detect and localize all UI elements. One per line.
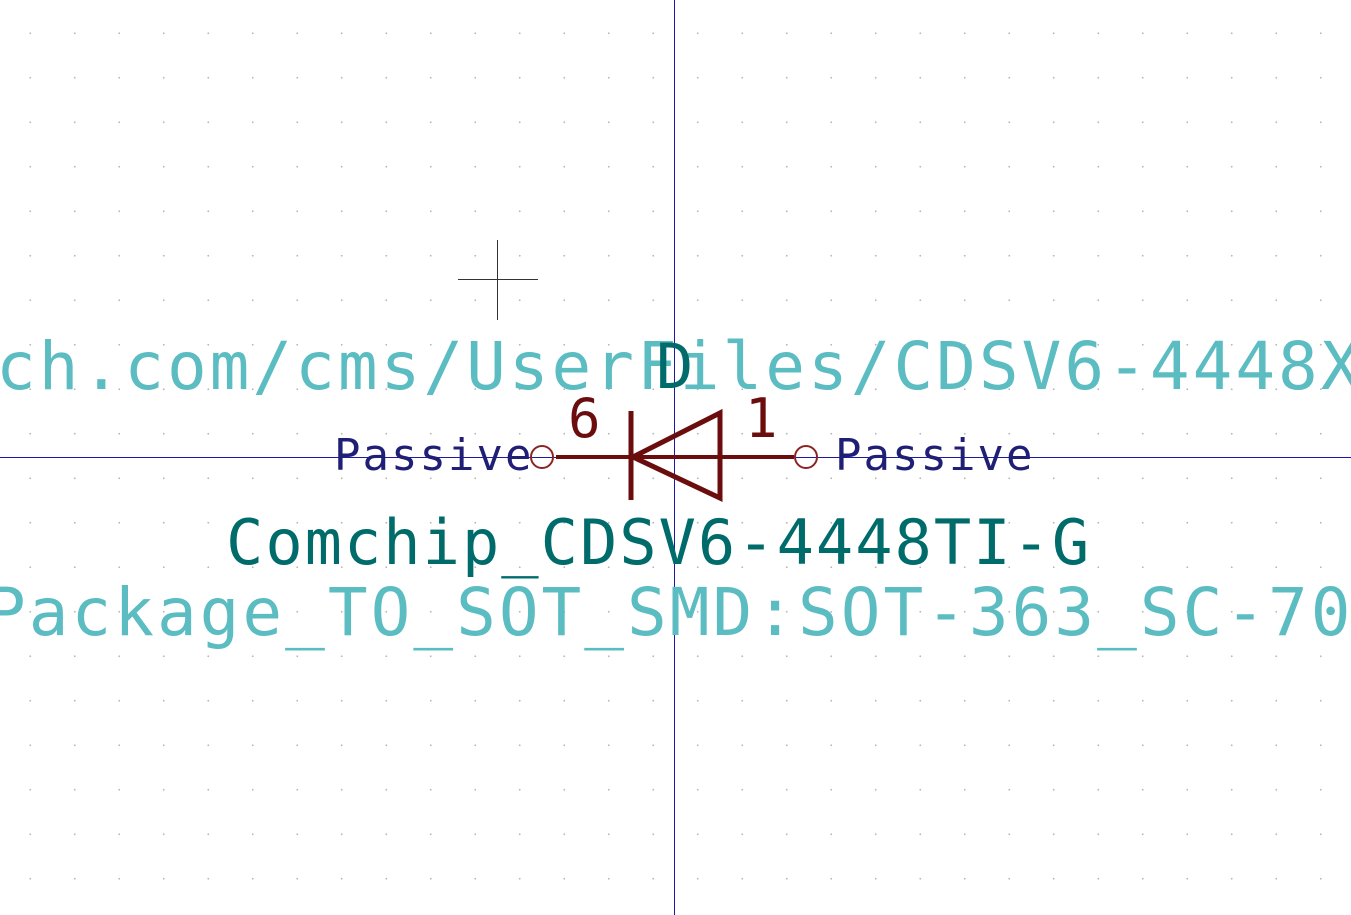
- pin-1-type-label: Passive: [835, 430, 1035, 481]
- diode-anode-triangle: [627, 408, 723, 502]
- datasheet-field[interactable]: ch.com/cms/UserFiles/CDSV6-4448XX-: [0, 328, 1351, 405]
- pin-6-type-label: Passive: [334, 430, 534, 481]
- value-field[interactable]: Comchip_CDSV6-4448TI-G: [226, 506, 1092, 579]
- reference-field[interactable]: D: [656, 330, 694, 403]
- pin-endpoint-icon: [794, 445, 818, 469]
- crosshair-cursor-icon: [458, 279, 538, 280]
- pin-endpoint-icon: [530, 445, 554, 469]
- pin-number-6: 6: [568, 387, 601, 450]
- footprint-field[interactable]: Package_TO_SOT_SMD:SOT-363_SC-70-6: [0, 574, 1351, 651]
- pin-number-1: 1: [745, 387, 778, 450]
- crosshair-cursor-icon: [497, 240, 498, 320]
